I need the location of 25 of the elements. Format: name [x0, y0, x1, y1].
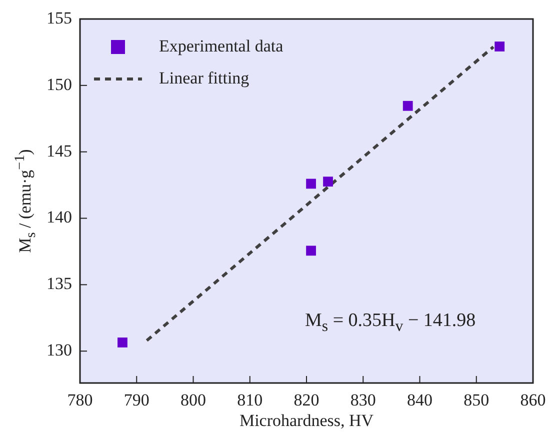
point	[494, 42, 505, 52]
point	[118, 338, 128, 348]
legend-label: Linear fitting	[159, 68, 250, 88]
point	[402, 100, 413, 111]
x-tick-label: 830	[350, 390, 376, 410]
point	[323, 176, 333, 187]
x-tick-label: 780	[67, 390, 93, 410]
y-tick-label: 150	[46, 74, 72, 94]
point	[306, 178, 316, 189]
x-tick-label: 850	[464, 390, 490, 410]
y-tick-label: 145	[46, 141, 72, 160]
x-axis-title: Microhardness, HV	[238, 411, 375, 431]
x-tick-label: 820	[294, 390, 320, 410]
y-tick-label: 140	[46, 208, 72, 227]
y-tick-label: 130	[46, 340, 72, 360]
x-tick-label: 800	[180, 390, 206, 410]
annotation: M$_{s}$ = 0.35H$_{v}$ − 141.98	[305, 310, 476, 336]
legend-label: Experimental data	[159, 36, 284, 56]
point	[306, 246, 316, 256]
y-tick-label: 155	[46, 8, 72, 28]
y-tick-label: 135	[46, 274, 72, 294]
x-tick-label: 810	[237, 390, 263, 410]
x-tick-label: 840	[407, 390, 432, 410]
x-tick-label: 790	[124, 390, 150, 410]
x-tick-label: 860	[520, 390, 546, 410]
